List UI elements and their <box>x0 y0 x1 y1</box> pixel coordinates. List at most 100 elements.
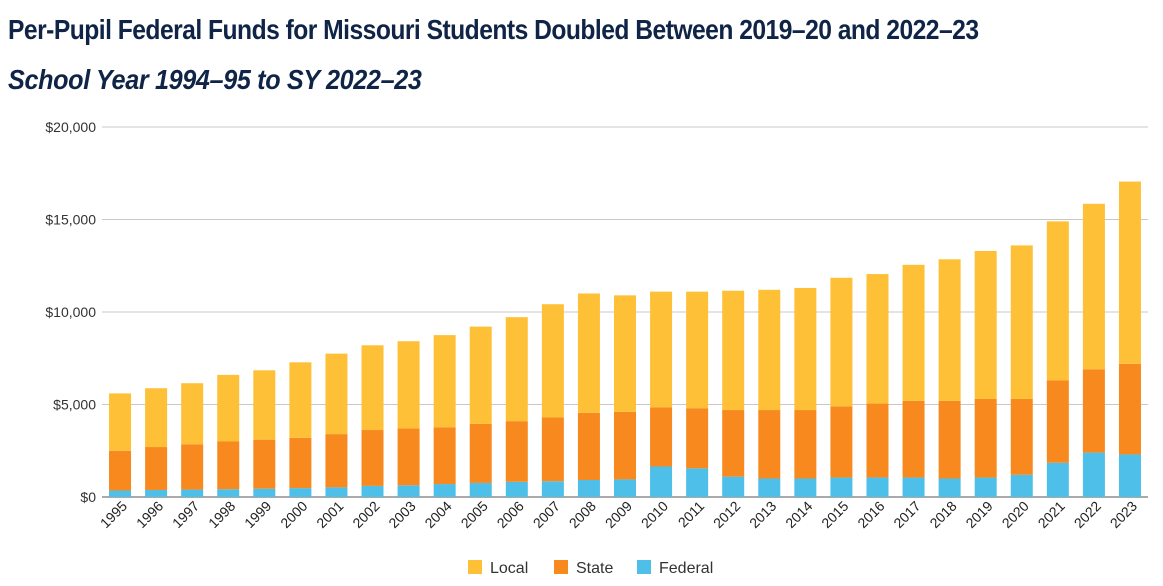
bar-segment-state <box>830 406 853 478</box>
bar-segment-local <box>902 264 925 401</box>
bar-segment-federal <box>145 489 168 497</box>
x-tick-label: 1997 <box>169 498 202 531</box>
bar-segment-state <box>325 434 348 488</box>
legend-swatch-federal <box>637 560 651 574</box>
bar-segment-federal <box>1082 452 1105 497</box>
x-tick-label: 2018 <box>926 498 959 531</box>
x-tick-label: 2013 <box>746 498 779 531</box>
bar-segment-state <box>577 412 600 480</box>
x-tick-label: 2007 <box>530 498 563 531</box>
bar-segment-federal <box>758 478 781 497</box>
bar-segment-federal <box>614 479 636 497</box>
bar-segment-local <box>614 295 636 412</box>
bar-segment-federal <box>1010 474 1033 497</box>
bar-segment-local <box>541 304 564 418</box>
x-tick-label: 2008 <box>566 498 599 531</box>
bar-segment-federal <box>686 468 709 497</box>
bar-segment-federal <box>253 488 276 497</box>
bar-segment-state <box>541 417 564 482</box>
bar-segment-state <box>433 427 456 485</box>
bar-segment-local <box>938 259 961 401</box>
bar-segment-local <box>217 374 240 442</box>
bar-segment-federal <box>433 484 456 497</box>
bar-segment-local <box>974 250 997 399</box>
bar-segment-federal <box>1118 454 1141 497</box>
bar-segment-local <box>181 383 204 445</box>
bar-segment-local <box>794 287 817 411</box>
bar-segment-federal <box>650 466 673 497</box>
bar-segment-federal <box>181 489 204 497</box>
y-tick-label: $0 <box>80 489 96 505</box>
bar-segment-state <box>469 423 492 483</box>
bar-segment-federal <box>217 489 240 497</box>
chart-title: Per-Pupil Federal Funds for Missouri Stu… <box>8 14 979 45</box>
bar-segment-local <box>577 293 600 413</box>
bar-segment-local <box>109 393 132 451</box>
x-tick-label: 2000 <box>277 498 310 531</box>
bar-segment-state <box>794 410 817 479</box>
bar-segment-state <box>145 447 168 490</box>
x-tick-label: 2006 <box>494 498 527 531</box>
bar-segment-state <box>938 400 961 479</box>
x-tick-label: 2005 <box>458 498 491 531</box>
legend-label-federal: Federal <box>659 560 713 577</box>
bar-segment-local <box>1046 221 1069 381</box>
x-tick-label: 2019 <box>962 498 995 531</box>
legend-label-state: State <box>576 560 613 577</box>
bar-segment-state <box>1082 369 1105 453</box>
bar-segment-federal <box>469 482 492 497</box>
x-tick-label: 2020 <box>999 498 1032 531</box>
bar-segment-local <box>1118 181 1141 364</box>
bar-segment-state <box>686 408 709 469</box>
bar-segment-state <box>758 410 781 479</box>
x-tick-label: 2017 <box>890 498 923 531</box>
bar-segment-federal <box>1046 462 1069 497</box>
bar-segment-federal <box>974 477 997 497</box>
bar-segment-state <box>289 437 312 489</box>
bar-segment-federal <box>722 476 745 497</box>
bar-segment-state <box>902 400 925 478</box>
bar-segment-federal <box>577 479 600 497</box>
bar-segment-state <box>974 398 997 478</box>
x-tick-label: 2021 <box>1035 498 1068 531</box>
x-tick-label: 2012 <box>710 498 743 531</box>
bar-segment-federal <box>361 485 384 497</box>
bar-segment-state <box>181 444 204 490</box>
bar-segment-local <box>722 290 745 411</box>
bar-segment-local <box>686 291 709 409</box>
x-tick-label: 2011 <box>675 498 708 531</box>
bar-segment-federal <box>397 485 420 497</box>
bar-segment-federal <box>109 490 132 497</box>
bar-segment-local <box>433 335 456 428</box>
bar-segment-state <box>505 421 528 482</box>
bar-segment-state <box>1046 380 1069 463</box>
x-tick-label: 2016 <box>854 498 887 531</box>
chart-subtitle: School Year 1994–95 to SY 2022–23 <box>8 64 422 95</box>
x-tick-label: 1998 <box>205 498 238 531</box>
bar-segment-local <box>289 362 312 438</box>
bar-segment-local <box>361 345 384 431</box>
legend-swatch-local <box>468 560 482 574</box>
bar-segment-local <box>758 289 781 411</box>
bar-segment-federal <box>902 477 925 497</box>
x-tick-label: 2001 <box>313 498 346 531</box>
bar-segment-local <box>650 291 673 408</box>
bar-segment-local <box>1010 245 1033 399</box>
x-tick-label: 1999 <box>241 498 274 531</box>
bar-segment-local <box>145 388 168 448</box>
x-tick-label: 2010 <box>638 498 671 531</box>
y-tick-label: $20,000 <box>45 119 96 135</box>
bar-segment-state <box>866 403 889 478</box>
bar-segment-federal <box>325 487 348 497</box>
bar-segment-local <box>253 370 276 440</box>
legend-label-local: Local <box>490 560 528 577</box>
x-tick-label: 2015 <box>818 498 851 531</box>
bar-segment-state <box>722 410 745 477</box>
bar-segment-local <box>866 274 889 404</box>
x-tick-label: 1996 <box>133 498 166 531</box>
bar-segment-federal <box>938 478 961 497</box>
x-tick-label: 2009 <box>602 498 635 531</box>
bar-segment-state <box>253 439 276 489</box>
legend-swatch-state <box>554 560 568 574</box>
y-tick-label: $15,000 <box>45 212 96 228</box>
